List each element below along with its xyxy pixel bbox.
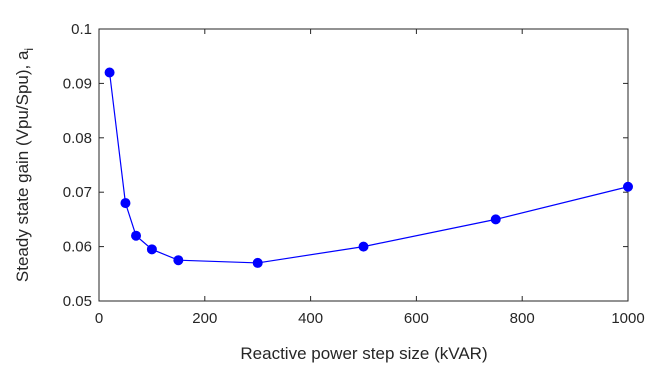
series-line	[108, 72, 629, 264]
data-point	[131, 230, 142, 241]
y-tick-label: 0.06	[63, 239, 92, 256]
data-point	[146, 244, 157, 255]
x-tick-label: 1000	[611, 310, 644, 327]
plot-box	[98, 28, 629, 302]
data-point	[358, 241, 369, 252]
data-point	[173, 255, 184, 266]
data-point	[623, 181, 633, 192]
y-tick-label: 0.09	[63, 75, 92, 92]
x-axis-title: Reactive power step size (kVAR)	[240, 344, 487, 363]
y-axis-title: Steady state gain (Vpu/Spu), ai	[13, 48, 36, 282]
x-tick-label: 200	[192, 310, 217, 327]
data-point	[104, 67, 115, 78]
data-point	[120, 198, 131, 209]
x-tick-label: 600	[404, 310, 429, 327]
data-point	[252, 257, 263, 268]
series-layer	[104, 67, 633, 268]
y-axis: 0.05 0.06 0.07 0.08 0.09 0.1	[63, 21, 628, 310]
x-tick-label: 800	[510, 310, 535, 327]
x-tick-label: 400	[298, 310, 323, 327]
y-tick-label: 0.07	[63, 184, 92, 201]
y-tick-label: 0.1	[71, 21, 92, 38]
x-axis: 0 200 400 600 800 1000	[95, 29, 645, 327]
plot-area	[98, 28, 629, 302]
data-point	[490, 214, 501, 225]
y-tick-label: 0.05	[63, 293, 92, 310]
y-tick-label: 0.08	[63, 130, 92, 147]
x-tick-label: 0	[95, 310, 103, 327]
y-axis-title-subscript: i	[22, 48, 36, 51]
y-axis-title-main: Steady state gain (Vpu/Spu), a	[13, 50, 32, 282]
